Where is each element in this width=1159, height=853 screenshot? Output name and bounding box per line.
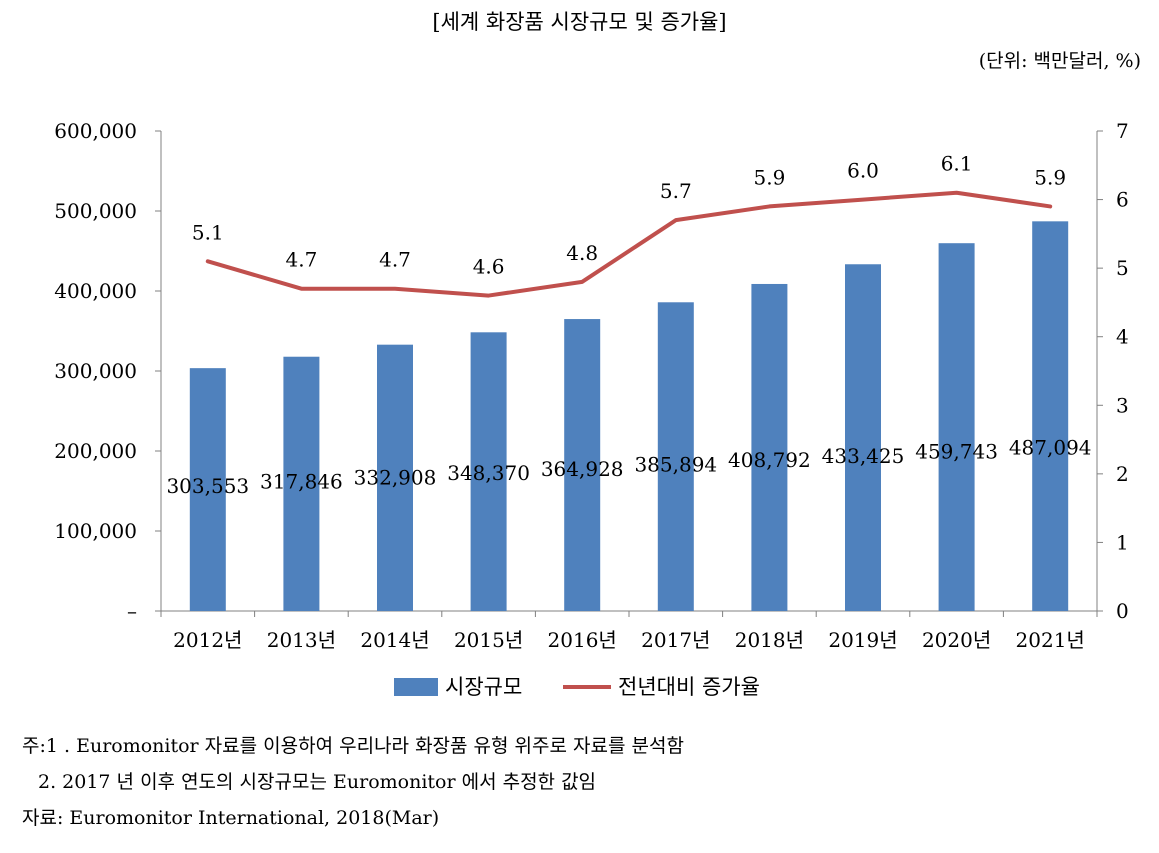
note-1: 주:1 . Euromonitor 자료를 이용하여 우리나라 화장품 유형 위… <box>22 735 684 757</box>
left-tick-label: 300,000 <box>54 359 137 383</box>
legend: 시장규모 전년대비 증가율 <box>394 675 760 699</box>
right-tick-label: 2 <box>1116 462 1129 486</box>
left-tick-label: 500,000 <box>54 199 137 223</box>
x-axis: 2012년 2013년 2014년 2015년 2016년 2017년 2018년 2019년… <box>160 610 1098 652</box>
x-tick-label: 2015년 <box>454 628 523 652</box>
line-value-label: 5.1 <box>192 220 224 244</box>
x-tick-label: 2020년 <box>922 628 991 652</box>
bar-value-label: 317,846 <box>260 470 343 494</box>
bar <box>1032 221 1069 611</box>
bar-value-label: 348,370 <box>447 461 530 485</box>
right-tick-label: 4 <box>1116 325 1129 349</box>
notes: 주:1 . Euromonitor 자료를 이용하여 우리나라 화장품 유형 위… <box>22 728 684 836</box>
line-value-label: 5.7 <box>660 179 692 203</box>
line-value-label: 4.7 <box>379 248 411 272</box>
bar-labels: 303,553 317,846 332,908 348,370 364,928 385,8… <box>166 435 1091 498</box>
line-series <box>205 190 1053 298</box>
x-tick-label: 2016년 <box>548 628 617 652</box>
bar-value-label: 385,894 <box>634 453 717 477</box>
x-tick-label: 2019년 <box>828 628 897 652</box>
right-tick-label: 5 <box>1116 256 1129 280</box>
bar-value-label: 459,743 <box>915 440 998 464</box>
line-labels: 5.1 4.7 4.7 4.6 4.8 5.7 5.9 6.0 6.1 5.9 <box>192 152 1066 279</box>
bar <box>189 368 226 611</box>
x-tick-label: 2013년 <box>267 628 336 652</box>
line-value-label: 6.1 <box>941 152 973 176</box>
right-tick-label: 1 <box>1116 530 1129 554</box>
bar <box>657 302 694 611</box>
bar-value-label: 433,425 <box>822 444 905 468</box>
bar-series <box>189 221 1069 611</box>
line-value-label: 6.0 <box>847 159 879 183</box>
bar-value-label: 332,908 <box>354 465 437 489</box>
bar <box>845 264 881 611</box>
bar <box>377 344 413 611</box>
left-tick-label: 600,000 <box>54 119 137 143</box>
bar-value-label: 303,553 <box>166 474 249 498</box>
bar-value-label: 364,928 <box>541 457 624 481</box>
left-tick-label: 400,000 <box>54 279 137 303</box>
bar <box>938 243 975 611</box>
left-tick-label: 200,000 <box>54 439 137 463</box>
note-2: 2. 2017 년 이후 연도의 시장규모는 Euromonitor 에서 추정… <box>38 771 597 793</box>
legend-label-bars: 시장규모 <box>445 675 522 699</box>
left-axis: – 100,000 200,000 300,000 400,000 500,000 600,… <box>54 119 162 623</box>
bar-value-label: 487,094 <box>1009 435 1092 459</box>
source-note: 자료: Euromonitor International, 2018(Mar) <box>22 807 440 829</box>
x-tick-label: 2014년 <box>360 628 429 652</box>
line-value-label: 4.7 <box>285 248 317 272</box>
right-tick-label: 7 <box>1116 119 1129 143</box>
line-value-label: 4.6 <box>473 255 505 279</box>
left-tick-label: – <box>127 599 137 623</box>
growth-line <box>205 190 1053 298</box>
x-tick-label: 2021년 <box>1016 628 1085 652</box>
x-tick-label: 2017년 <box>641 628 710 652</box>
right-axis: 0 1 2 3 4 5 6 7 <box>1096 119 1129 623</box>
chart: – 100,000 200,000 300,000 400,000 500,000 600,… <box>54 119 1129 699</box>
bar <box>751 283 788 611</box>
right-tick-label: 6 <box>1116 188 1129 212</box>
line-value-label: 4.8 <box>566 241 598 265</box>
line-value-label: 5.9 <box>1034 165 1066 189</box>
bar <box>283 356 320 611</box>
bar <box>470 332 507 611</box>
x-tick-label: 2012년 <box>173 628 242 652</box>
chart-title: [세계 화장품 시장규모 및 증가율] <box>432 10 727 34</box>
line-value-label: 5.9 <box>753 165 785 189</box>
x-tick-label: 2018년 <box>735 628 804 652</box>
unit-label: (단위: 백만달러, %) <box>978 50 1141 72</box>
bar <box>564 319 601 611</box>
legend-label-line: 전년대비 증가율 <box>618 675 760 699</box>
bar-value-label: 408,792 <box>728 448 811 472</box>
left-tick-label: 100,000 <box>54 519 137 543</box>
right-tick-label: 0 <box>1116 599 1129 623</box>
legend-swatch-bars <box>394 678 438 696</box>
right-tick-label: 3 <box>1116 393 1129 417</box>
